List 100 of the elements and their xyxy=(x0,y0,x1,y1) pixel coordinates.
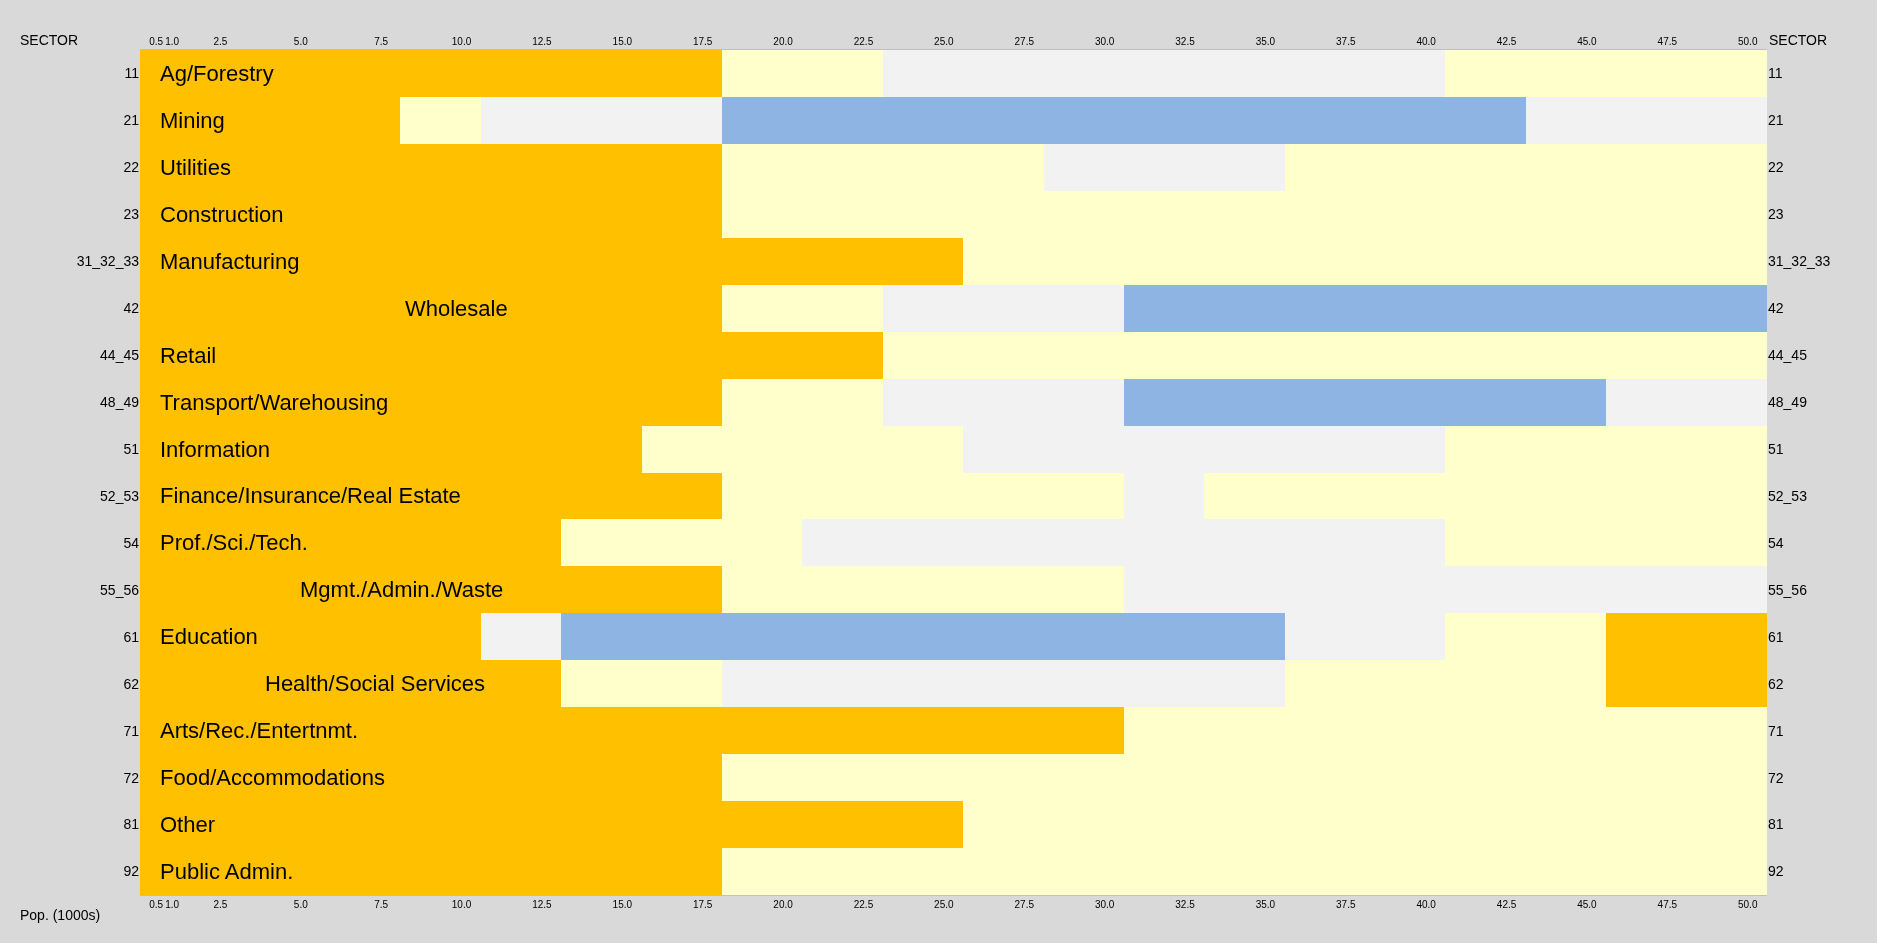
category-label: 11 xyxy=(124,65,139,82)
annotation: Transport/Warehousing xyxy=(160,390,389,415)
x-tick-label: 15.0 xyxy=(612,36,633,47)
y-tick-label: 11 xyxy=(1768,65,1783,82)
y-tick-label: 44_45 xyxy=(1768,347,1808,364)
y-tick-label: 52_53 xyxy=(1768,487,1808,504)
category-label: 44_45 xyxy=(100,347,139,364)
x-tick-label: 12.5 xyxy=(532,36,553,47)
category-label: 23 xyxy=(123,206,139,223)
x2-tick-label: 27.5 xyxy=(1014,899,1035,910)
x2-tick-label: 17.5 xyxy=(692,899,713,910)
y-tick-label: 21 xyxy=(1768,112,1784,129)
annotation: Arts/Rec./Entertnmt. xyxy=(160,718,359,743)
annotation: Information xyxy=(160,437,271,462)
x-tick-label: 50.0 xyxy=(1737,36,1758,47)
y-tick-label: 72 xyxy=(1768,769,1784,786)
y-tick-label: 31_32_33 xyxy=(1768,253,1831,270)
x-tick-label: 27.5 xyxy=(1014,36,1035,47)
x-tick-label: 22.5 xyxy=(853,36,874,47)
annotation: Mgmt./Admin./Waste xyxy=(300,577,504,602)
x-tick-label: 30.0 xyxy=(1094,36,1115,47)
annotation: Education xyxy=(160,624,258,649)
annotation: Public Admin. xyxy=(160,859,294,884)
category-label: 72 xyxy=(123,769,139,786)
x-tick-label: 35.0 xyxy=(1255,36,1276,47)
x2-tick-label: 0.5 xyxy=(149,899,164,910)
x-tick-label: 7.5 xyxy=(374,36,389,47)
x-tick-label: 37.5 xyxy=(1336,36,1356,47)
y-tick-label: 61 xyxy=(1768,628,1784,645)
x2-tick-label: 37.5 xyxy=(1336,899,1356,910)
x2-tick-label: 2.5 xyxy=(213,899,228,910)
annotation: Manufacturing xyxy=(160,249,300,274)
y-axis-title: SECTOR xyxy=(20,32,79,48)
x-tick-label: 25.0 xyxy=(934,36,955,47)
x-tick-label: 45.0 xyxy=(1577,36,1598,47)
x2-tick-label: 45.0 xyxy=(1577,899,1598,910)
x-tick-label: 20.0 xyxy=(773,36,794,47)
category-label: 52_53 xyxy=(100,487,139,504)
x-tick-label: 0.5 xyxy=(149,36,164,47)
annotation: Construction xyxy=(160,202,284,227)
y-tick-label: 22 xyxy=(1768,159,1784,176)
y-tick-label: 54 xyxy=(1768,534,1784,551)
category-label: 71 xyxy=(123,722,139,739)
category-label: 62 xyxy=(123,675,139,692)
x-tick-label: 42.5 xyxy=(1496,36,1517,47)
x-tick-label: 10.0 xyxy=(451,36,472,47)
x2-tick-label: 30.0 xyxy=(1094,899,1115,910)
y-tick-label: 71 xyxy=(1768,722,1784,739)
category-label: 48_49 xyxy=(100,393,139,410)
x-axis-title: Pop. (1000s) xyxy=(20,907,101,923)
annotation: Prof./Sci./Tech. xyxy=(160,530,308,555)
category-label: 21 xyxy=(123,112,139,129)
x2-tick-label: 20.0 xyxy=(773,899,794,910)
annotation: Utilities xyxy=(160,155,231,180)
category-label: 31_32_33 xyxy=(76,253,139,270)
y-tick-label: 51 xyxy=(1768,440,1784,457)
x2-tick-label: 12.5 xyxy=(532,899,553,910)
x-tick-label: 5.0 xyxy=(293,36,309,47)
y-tick-label: 55_56 xyxy=(1768,581,1808,598)
annotation: Mining xyxy=(160,108,225,133)
x2-tick-label: 1.0 xyxy=(165,899,180,910)
category-label: 54 xyxy=(123,534,139,551)
x-tick-label: 17.5 xyxy=(692,36,713,47)
category-label: 81 xyxy=(123,816,139,833)
annotation: Other xyxy=(160,812,216,837)
x2-tick-label: 10.0 xyxy=(451,899,472,910)
category-label: 42 xyxy=(123,300,139,317)
y-tick-label: 62 xyxy=(1768,675,1784,692)
x-tick-label: 32.5 xyxy=(1175,36,1196,47)
annotation: Health/Social Services xyxy=(265,671,486,696)
annotation: Wholesale xyxy=(405,296,508,321)
annotation: Retail xyxy=(160,343,217,368)
annotation: Finance/Insurance/Real Estate xyxy=(160,483,461,508)
x-tick-label: 1.0 xyxy=(165,36,180,47)
category-label: 22 xyxy=(123,159,139,176)
x2-tick-label: 47.5 xyxy=(1657,899,1678,910)
category-label: 61 xyxy=(123,628,139,645)
x2-tick-label: 22.5 xyxy=(853,899,874,910)
category-label: 92 xyxy=(123,863,139,880)
y-tick-label: 92 xyxy=(1768,863,1784,880)
x2-tick-label: 32.5 xyxy=(1175,899,1196,910)
annotation: Food/Accommodations xyxy=(160,765,385,790)
x2-tick-label: 25.0 xyxy=(934,899,955,910)
y-tick-label: 23 xyxy=(1768,206,1784,223)
y-tick-label: 42 xyxy=(1768,300,1784,317)
y2-axis-title: SECTOR xyxy=(1769,32,1828,48)
category-label: 55_56 xyxy=(100,581,139,598)
x2-tick-label: 35.0 xyxy=(1255,899,1276,910)
x-tick-label: 40.0 xyxy=(1416,36,1437,47)
x-tick-label: 47.5 xyxy=(1657,36,1678,47)
x2-tick-label: 42.5 xyxy=(1496,899,1517,910)
category-label: 51 xyxy=(123,440,139,457)
y-tick-label: 81 xyxy=(1768,816,1784,833)
x2-tick-label: 15.0 xyxy=(612,899,633,910)
annotation: Ag/Forestry xyxy=(160,61,274,86)
y-tick-label: 48_49 xyxy=(1768,393,1808,410)
x-tick-label: 2.5 xyxy=(213,36,228,47)
x2-tick-label: 40.0 xyxy=(1416,899,1437,910)
x2-tick-label: 5.0 xyxy=(293,899,309,910)
x2-tick-label: 7.5 xyxy=(374,899,389,910)
